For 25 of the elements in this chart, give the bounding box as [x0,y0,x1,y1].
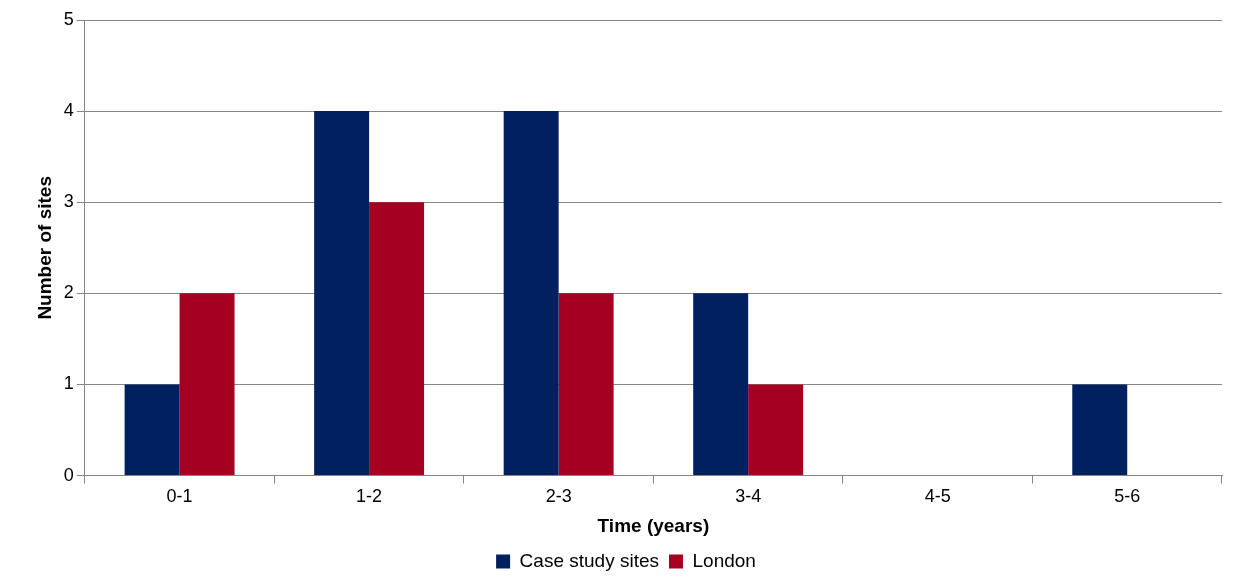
y-tick-label: 2 [63,282,74,303]
x-axis-title: Time (years) [597,514,710,536]
x-tick-label: 3-4 [735,486,762,507]
bar [179,293,235,476]
legend-label: Case study sites [519,549,660,571]
x-tick-label: 2-3 [545,486,572,507]
y-tick-label: 4 [63,100,74,121]
bar [369,202,425,476]
bar [503,111,559,476]
x-tick-label: 0-1 [166,486,193,507]
y-tick-label: 3 [63,191,74,212]
y-tick-label: 5 [63,8,74,29]
x-tick-label: 5-6 [1114,486,1141,507]
x-tick-label: 1-2 [356,486,383,507]
bar [693,293,749,476]
x-tick-label: 4-5 [924,486,951,507]
y-axis-title: Number of sites [33,176,55,320]
bar [124,384,180,476]
bar [314,111,370,476]
bar [1072,384,1128,476]
bar [558,293,614,476]
y-tick-label: 0 [63,464,74,485]
bar [748,384,804,476]
legend-label: London [692,549,756,571]
y-tick-label: 1 [63,373,74,394]
